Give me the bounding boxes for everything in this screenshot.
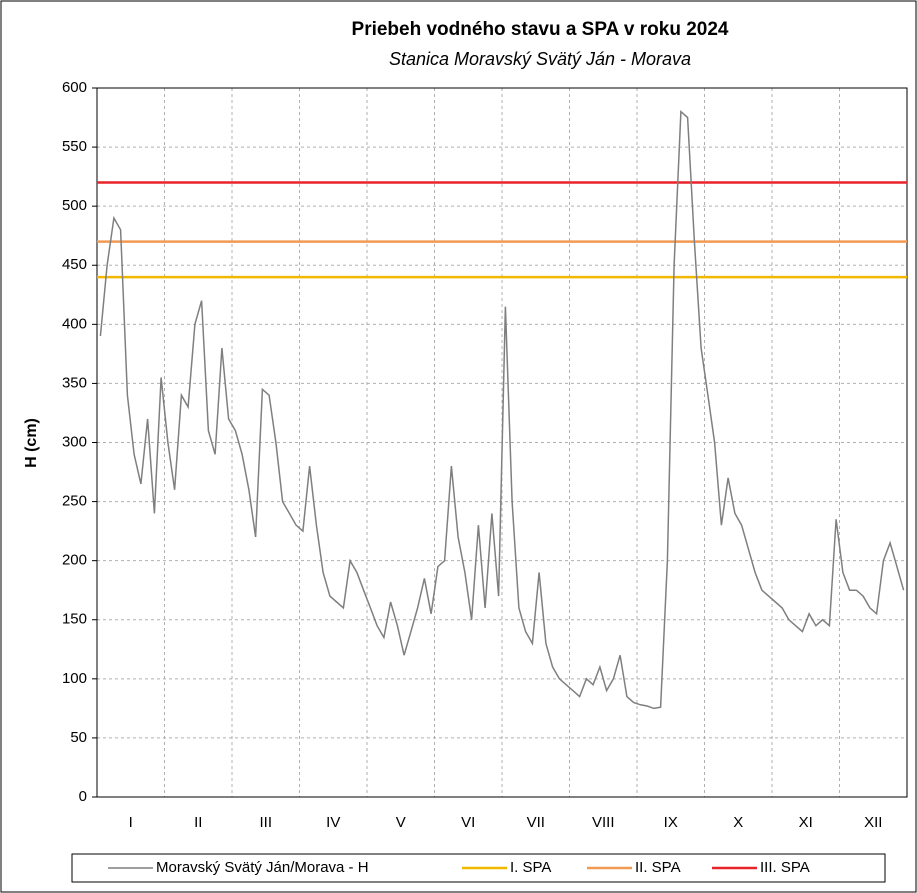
x-tick-label: IX — [664, 814, 678, 831]
y-tick-label: 50 — [70, 729, 87, 746]
x-tick-label: XI — [799, 814, 813, 831]
y-tick-label: 450 — [62, 256, 87, 273]
y-tick-label: 100 — [62, 670, 87, 687]
y-tick-label: 600 — [62, 79, 87, 96]
x-tick-label: XII — [864, 814, 882, 831]
y-tick-label: 300 — [62, 433, 87, 450]
x-tick-label: X — [733, 814, 743, 831]
legend-label: III. SPA — [760, 859, 810, 876]
x-tick-label: VIII — [592, 814, 615, 831]
x-tick-label: IV — [326, 814, 340, 831]
x-tick-label: I — [129, 814, 133, 831]
legend-label: Moravský Svätý Ján/Morava - H — [156, 859, 369, 876]
data-line — [99, 110, 905, 710]
x-tick-label: III — [259, 814, 272, 831]
y-axis-title: H (cm) — [23, 418, 40, 468]
chart-title: Priebeh vodného stavu a SPA v roku 2024 — [352, 19, 729, 40]
x-tick-label: VII — [527, 814, 545, 831]
y-tick-label: 350 — [62, 374, 87, 391]
y-tick-label: 500 — [62, 197, 87, 214]
y-tick-label: 0 — [79, 788, 87, 805]
x-tick-label: VI — [461, 814, 475, 831]
y-tick-label: 200 — [62, 552, 87, 569]
y-tick-label: 150 — [62, 611, 87, 628]
y-tick-label: 250 — [62, 493, 87, 510]
chart-subtitle: Stanica Moravský Svätý Ján - Morava — [389, 49, 691, 69]
y-tick-label: 400 — [62, 315, 87, 332]
legend-label: II. SPA — [635, 859, 681, 876]
x-tick-label: II — [194, 814, 202, 831]
plot-frame — [96, 87, 908, 798]
legend-label: I. SPA — [510, 859, 551, 876]
y-tick-label: 550 — [62, 138, 87, 155]
x-tick-label: V — [396, 814, 406, 831]
